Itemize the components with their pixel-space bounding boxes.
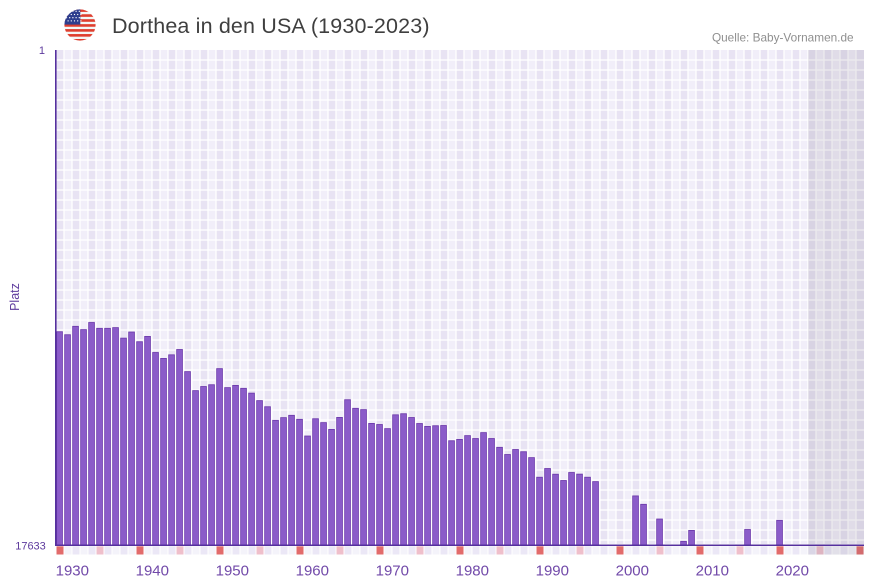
svg-text:1930: 1930 <box>56 563 89 580</box>
svg-text:1950: 1950 <box>216 563 249 580</box>
svg-text:1990: 1990 <box>536 563 569 580</box>
svg-text:1970: 1970 <box>376 563 409 580</box>
svg-text:Platz: Platz <box>8 283 22 311</box>
svg-text:17633: 17633 <box>15 541 46 553</box>
svg-text:1940: 1940 <box>136 563 169 580</box>
svg-text:Dorthea in den USA (1930-2023): Dorthea in den USA (1930-2023) <box>112 14 430 38</box>
svg-text:1: 1 <box>39 45 45 57</box>
svg-text:2020: 2020 <box>776 563 809 580</box>
svg-text:2010: 2010 <box>696 563 729 580</box>
svg-text:1980: 1980 <box>456 563 489 580</box>
svg-text:2000: 2000 <box>616 563 649 580</box>
svg-text:1960: 1960 <box>296 563 329 580</box>
svg-text:Quelle: Baby-Vornamen.de: Quelle: Baby-Vornamen.de <box>712 30 854 44</box>
